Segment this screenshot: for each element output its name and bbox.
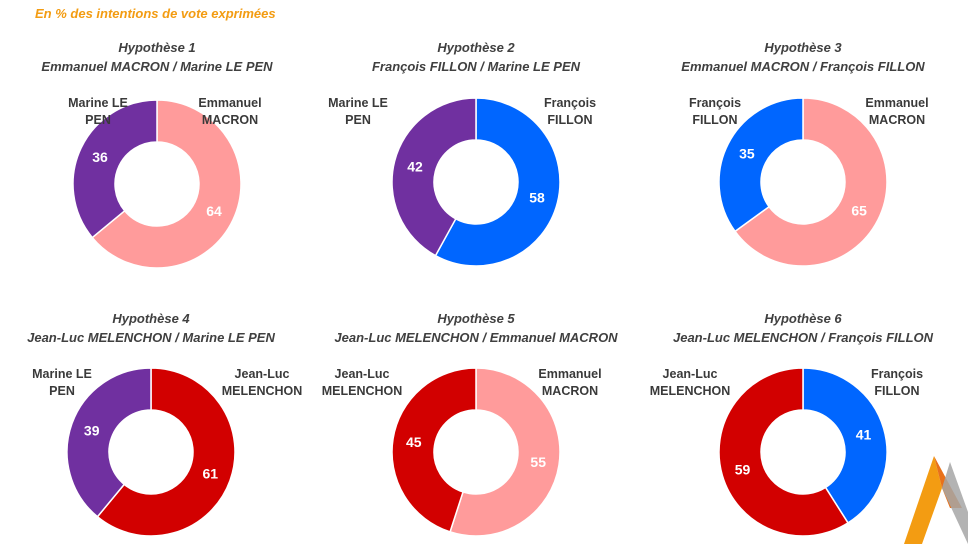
chart-title: Hypothèse 1 [118,40,196,55]
donut-slice [718,97,804,233]
donut-slice [391,97,477,257]
series-name-label: Marine LE PEN [328,96,388,127]
series-name-label: François FILLON [543,96,597,127]
chart-matchup: Jean-Luc MELENCHON / Marine LE PEN [27,330,275,345]
chart-title: Hypothèse 4 [112,311,190,326]
donut-slice [449,367,561,537]
series-name-label: Emmanuel MACRON [198,96,262,127]
chart-title: Hypothèse 6 [764,311,842,326]
donut-slice [718,367,850,537]
slice-value-label: 58 [529,190,545,206]
chart-title: Hypothèse 5 [437,311,515,326]
chart-matchup: Jean-Luc MELENCHON / François FILLON [672,330,934,345]
slice-value-label: 65 [851,203,867,219]
slice-value-label: 42 [407,158,423,174]
series-name-label: Jean-Luc MELENCHON [321,367,403,398]
chart-title: Hypothèse 3 [764,40,842,55]
chart-title: Hypothèse 2 [437,40,515,55]
slice-value-label: 55 [530,454,546,470]
slice-value-label: 41 [856,426,872,442]
chart-matchup: François FILLON / Marine LE PEN [371,59,581,74]
series-name-label: François FILLON [870,367,924,398]
brand-logo [904,456,968,544]
series-name-label: François FILLON [688,96,742,127]
chart-matchup: Jean-Luc MELENCHON / Emmanuel MACRON [334,330,618,345]
slice-value-label: 36 [92,149,108,165]
series-name-label: Marine LE PEN [68,96,128,127]
series-name-label: Marine LE PEN [32,367,92,398]
series-name-label: Jean-Luc MELENCHON [221,367,303,398]
series-name-label: Emmanuel MACRON [538,367,602,398]
donut-slice [66,367,152,518]
slice-value-label: 61 [202,465,218,481]
slice-value-label: 39 [84,423,100,439]
donut-slice [91,99,242,269]
donut-slice [391,367,477,533]
slice-value-label: 64 [206,203,222,219]
series-name-label: Emmanuel MACRON [865,96,929,127]
donut-slice [434,97,561,267]
chart-matchup: Emmanuel MACRON / François FILLON [681,59,925,74]
slice-value-label: 45 [406,434,422,450]
donut-slice [802,367,888,524]
donut-slice [733,97,888,267]
chart-matchup: Emmanuel MACRON / Marine LE PEN [41,59,273,74]
slice-value-label: 59 [735,462,751,478]
slice-value-label: 35 [739,145,755,161]
donut-slice [96,367,236,537]
chart-subtitle: En % des intentions de vote exprimées [35,6,276,21]
series-name-label: Jean-Luc MELENCHON [649,367,731,398]
donut-slice [72,99,158,239]
